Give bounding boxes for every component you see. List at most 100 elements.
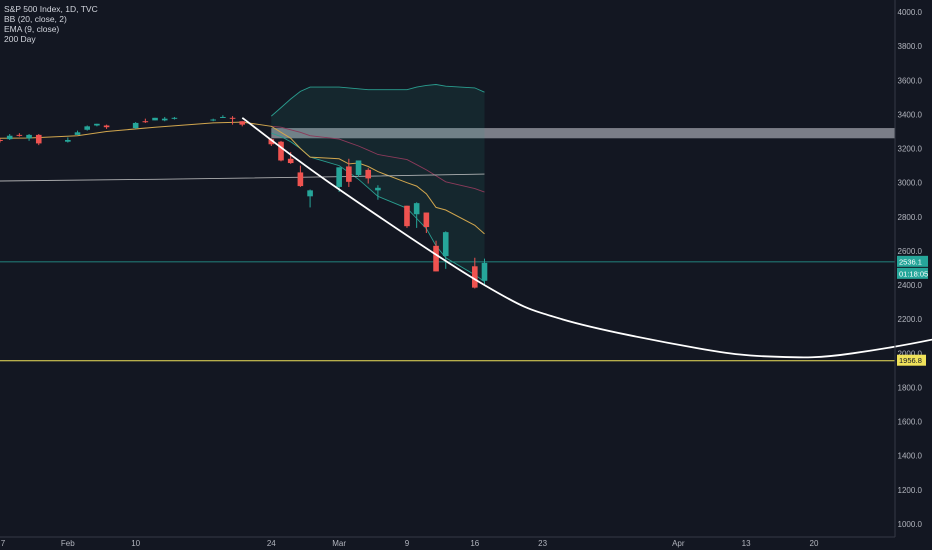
candle-body [142, 121, 149, 123]
time-axis-tick: Mar [332, 539, 346, 548]
candle-body [171, 117, 178, 119]
candle [210, 118, 216, 122]
candle [346, 158, 352, 187]
candle [161, 116, 168, 122]
candle-body [433, 245, 439, 272]
candle-body [346, 166, 352, 182]
candle [74, 130, 81, 135]
price-axis-tick: 2600.0 [898, 247, 923, 256]
time-axis-tick: Apr [672, 539, 685, 548]
candle-body [26, 134, 32, 139]
cup-pattern-curve [241, 117, 932, 359]
candle-body [307, 190, 313, 197]
candle [297, 165, 304, 187]
price-axis-tick: 3600.0 [898, 76, 923, 85]
time-axis-tick: 13 [742, 539, 751, 548]
time-axis-tick: 24 [267, 539, 276, 548]
candle [103, 124, 110, 129]
time-axis-tick: Feb [61, 539, 75, 548]
candle-body [65, 140, 71, 142]
candle [16, 133, 23, 137]
candle-body [355, 160, 362, 175]
candle [442, 231, 449, 269]
candle-body [229, 117, 236, 119]
candle-body [278, 141, 284, 161]
candle [307, 189, 313, 208]
candle [336, 167, 342, 193]
time-axis[interactable]: 7Feb1024Mar91623Apr1320May18Jun815 [1, 539, 932, 548]
candle-body [472, 266, 478, 288]
candle-body [35, 134, 42, 144]
legend-200day[interactable]: 200 Day [4, 34, 36, 44]
price-badge-text: 2536.1 [899, 257, 922, 266]
chart-legend: S&P 500 Index, 1D, TVC BB (20, close, 2)… [4, 4, 98, 44]
legend-bb[interactable]: BB (20, close, 2) [4, 14, 67, 24]
candle [152, 117, 158, 121]
support-badge-text: 1956.8 [899, 356, 922, 365]
candle-body [413, 203, 420, 215]
bollinger-band-fill [271, 84, 485, 282]
legend-ema[interactable]: EMA (9, close) [4, 24, 60, 34]
candle-body [268, 139, 275, 145]
candle [365, 168, 372, 184]
resistance-zone [271, 128, 895, 139]
time-axis-tick: 23 [538, 539, 547, 548]
candle [94, 123, 100, 127]
candle-body [442, 232, 449, 257]
candle [472, 257, 478, 289]
price-axis-tick: 3000.0 [898, 179, 923, 188]
candle [229, 116, 236, 125]
candle [278, 140, 284, 162]
bollinger-basis-line [271, 125, 485, 193]
price-axis-tick: 2400.0 [898, 281, 923, 290]
candle-body [297, 172, 304, 187]
candle [0, 138, 3, 143]
candle-body [481, 262, 488, 281]
candle-body [132, 122, 139, 129]
price-axis[interactable]: 1000.0 1200.0 1400.0 1600.0 1800.0 2000.0 2200… [898, 8, 923, 529]
candle [413, 202, 420, 228]
candle [239, 121, 246, 127]
candle-body [423, 212, 430, 228]
candle [433, 240, 439, 272]
candle-body [161, 118, 168, 121]
candle [132, 122, 139, 129]
candle-body [210, 119, 216, 121]
candle [481, 258, 488, 285]
candle [26, 134, 32, 141]
price-badge [897, 255, 928, 267]
price-axis-tick: 1800.0 [898, 383, 923, 392]
price-axis-tick: 1400.0 [898, 452, 923, 461]
candle-body [375, 187, 381, 191]
candle [355, 160, 362, 177]
candle-body [0, 140, 3, 141]
legend-title[interactable]: S&P 500 Index, 1D, TVC [4, 4, 98, 14]
ma200-line [0, 173, 485, 182]
candle [35, 134, 42, 146]
candle [404, 205, 410, 228]
countdown-badge [897, 267, 928, 279]
candle-body [103, 125, 110, 128]
candle [220, 115, 226, 118]
candle-body [239, 121, 246, 125]
time-axis-tick: 16 [470, 539, 479, 548]
time-axis-tick: 10 [131, 539, 140, 548]
price-axis-tick: 1000.0 [898, 520, 923, 529]
time-axis-tick: 9 [405, 539, 410, 548]
price-axis-tick: 4000.0 [898, 8, 923, 17]
candle [423, 212, 430, 234]
candle-body [16, 134, 23, 136]
price-axis-tick: 2200.0 [898, 315, 923, 324]
candle [6, 134, 13, 140]
support-badge [897, 354, 926, 366]
bollinger-lower-line [271, 132, 485, 283]
time-axis-tick: 7 [1, 539, 6, 548]
time-axis-tick: 20 [810, 539, 819, 548]
candle-body [287, 158, 294, 164]
bollinger-upper-line [271, 84, 485, 117]
candle-body [336, 167, 342, 187]
price-axis-tick: 3800.0 [898, 42, 923, 51]
price-axis-tick: 1200.0 [898, 486, 923, 495]
candle [65, 137, 71, 143]
